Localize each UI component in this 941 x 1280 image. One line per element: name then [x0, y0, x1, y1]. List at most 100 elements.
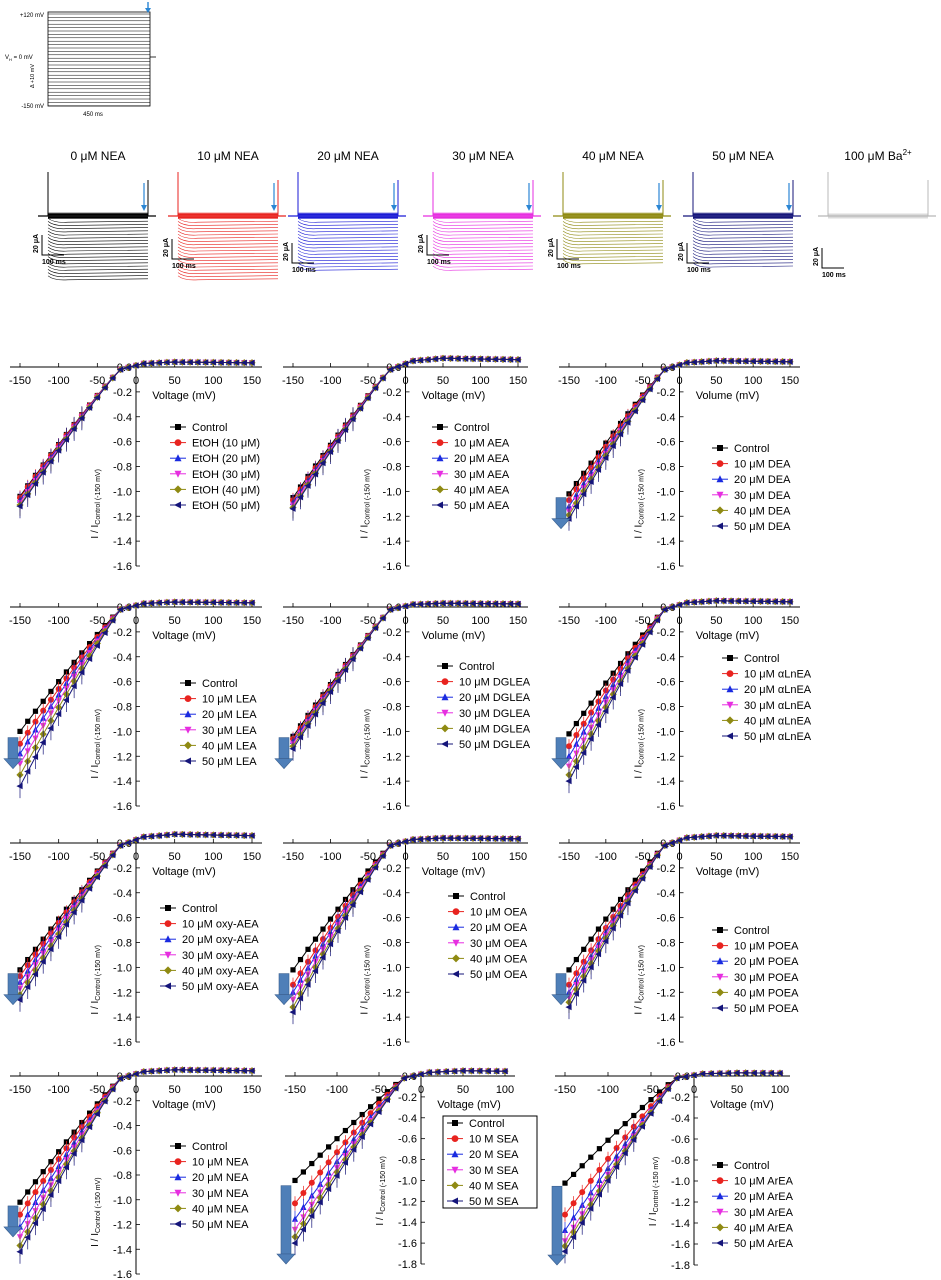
data-point — [55, 447, 62, 454]
data-point — [484, 835, 491, 842]
data-point — [326, 941, 334, 948]
data-point — [327, 916, 334, 922]
data-point — [174, 1204, 182, 1213]
trace-sweep — [177, 240, 279, 246]
data-point — [147, 600, 155, 607]
trace-sweep — [562, 233, 664, 239]
data-point — [594, 951, 602, 958]
legend-label: 10 μM ArEA — [734, 1176, 794, 1188]
data-point — [225, 1067, 232, 1074]
scale-bar — [686, 243, 709, 264]
y-tick-label: -1.2 — [113, 511, 132, 523]
legend-label: 40 μM OEA — [470, 953, 528, 965]
data-point — [174, 501, 181, 509]
data-point — [436, 454, 444, 462]
arrow-head — [276, 1253, 296, 1265]
data-point — [572, 763, 579, 771]
legend-label: 30 μM ArEA — [734, 1207, 794, 1219]
data-point — [178, 1066, 185, 1074]
x-tick-label: -50 — [360, 615, 376, 627]
trace-sweep — [432, 265, 534, 271]
data-point — [683, 834, 690, 841]
y-axis-label: I / IControl (-150 mV) — [90, 469, 102, 539]
y-tick-label: -0.2 — [383, 627, 402, 639]
arrow-shaft — [280, 1185, 292, 1255]
y-axis-label-sub: Control (-150 mV) — [639, 469, 646, 525]
data-point — [424, 835, 431, 842]
data-point — [416, 601, 424, 608]
y-tick-label: -1.4 — [113, 1012, 132, 1024]
data-point — [561, 1248, 568, 1255]
data-point — [639, 397, 646, 404]
trace-arrow-head — [391, 205, 397, 211]
x-tick-label: -100 — [595, 375, 617, 387]
data-series — [289, 600, 521, 761]
data-point — [155, 832, 162, 839]
trace-sweep — [297, 240, 399, 246]
data-point — [602, 454, 609, 461]
legend-label: Control — [469, 1118, 504, 1130]
y-tick-label: -1.0 — [657, 962, 676, 974]
y-tick-label: -0.8 — [657, 702, 676, 714]
data-point — [394, 840, 401, 847]
data-point — [424, 600, 431, 607]
data-point — [734, 832, 742, 839]
data-point — [341, 914, 349, 921]
trace-title: 100 μM Ba2+ — [844, 148, 912, 163]
data-point — [368, 1104, 374, 1110]
arrow-shaft — [555, 973, 567, 995]
data-point — [749, 358, 756, 365]
trace-sweep — [562, 240, 664, 246]
x-tick-label: 0 — [418, 1084, 424, 1096]
data-point — [225, 599, 232, 606]
data-point — [174, 1220, 181, 1228]
y-tick-label: -1.0 — [113, 486, 132, 498]
data-point — [461, 355, 469, 362]
data-point — [506, 835, 514, 842]
data-point — [384, 1089, 390, 1095]
data-point — [409, 357, 416, 365]
data-point — [653, 375, 660, 382]
data-point — [717, 445, 723, 451]
data-point — [579, 1163, 585, 1169]
data-point — [184, 710, 192, 718]
legend: Control 10 μM OEA 20 μM OEA 30 μM OEA 40 μM … — [448, 891, 528, 981]
data-point — [217, 831, 224, 839]
trace-sweep — [432, 237, 534, 242]
trace-sweep — [47, 221, 149, 226]
legend: Control 10 μM DEA 20 μM DEA 30 μM DEA 40 μM … — [712, 443, 791, 533]
data-point — [668, 364, 675, 371]
y-tick-label: -0.2 — [113, 863, 132, 875]
arrow-shaft — [7, 973, 19, 995]
data-point — [596, 1166, 603, 1173]
x-axis-label: Voltage (mV) — [152, 390, 216, 402]
y-tick-label: -1.4 — [113, 776, 132, 788]
trace-sweep — [692, 253, 794, 258]
y-tick-label: -0.2 — [657, 627, 676, 639]
data-point — [616, 680, 624, 688]
data-point — [452, 954, 460, 963]
legend-label: Control — [734, 443, 769, 455]
data-point — [194, 359, 201, 366]
data-point — [441, 724, 449, 733]
data-point — [631, 887, 638, 894]
data-point — [499, 600, 506, 607]
data-point — [439, 834, 446, 842]
x-tick-label: -100 — [326, 1084, 348, 1096]
data-point — [379, 615, 386, 622]
data-point — [109, 617, 116, 624]
x-axis-label: Voltage (mV) — [152, 1099, 216, 1111]
data-point — [451, 1068, 458, 1075]
trace-sweep — [562, 243, 664, 249]
y-tick-label: -1.6 — [383, 1037, 402, 1049]
x-tick-label: -50 — [371, 1084, 387, 1096]
trace-title-superscript: 2+ — [903, 148, 912, 157]
trace-sweep — [692, 249, 794, 255]
data-point — [31, 480, 39, 487]
data-point — [653, 852, 660, 859]
data-point — [587, 964, 594, 971]
y-tick-label: -1.0 — [113, 962, 132, 974]
y-axis-label-sub: Control (-150 mV) — [95, 1177, 102, 1233]
data-point — [304, 981, 311, 988]
data-point — [698, 358, 705, 365]
